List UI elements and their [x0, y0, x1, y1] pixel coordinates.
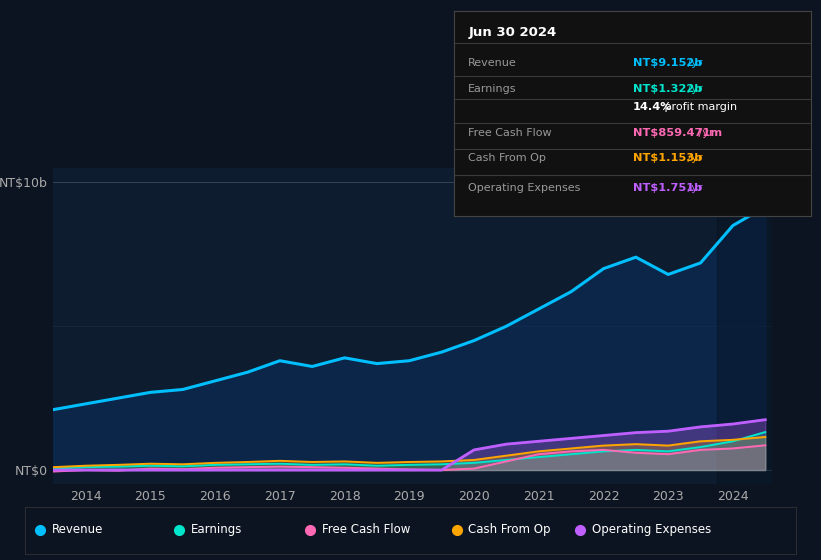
Text: Earnings: Earnings: [468, 84, 516, 94]
Text: 14.4%: 14.4%: [633, 102, 672, 112]
Text: /yr: /yr: [684, 58, 703, 68]
Text: NT$1.751b: NT$1.751b: [633, 183, 702, 193]
Text: Cash From Op: Cash From Op: [468, 153, 546, 164]
Text: NT$1.153b: NT$1.153b: [633, 153, 702, 164]
Text: Operating Expenses: Operating Expenses: [468, 183, 580, 193]
Text: /yr: /yr: [684, 84, 703, 94]
Text: Cash From Op: Cash From Op: [469, 523, 551, 536]
Text: /yr: /yr: [695, 128, 714, 138]
Text: Earnings: Earnings: [190, 523, 242, 536]
Text: NT$9.152b: NT$9.152b: [633, 58, 702, 68]
Text: /yr: /yr: [684, 153, 703, 164]
Text: /yr: /yr: [684, 183, 703, 193]
Bar: [717, 168, 772, 484]
Text: profit margin: profit margin: [661, 102, 737, 112]
Text: Revenue: Revenue: [468, 58, 517, 68]
Text: Revenue: Revenue: [52, 523, 103, 536]
Text: NT$859.471m: NT$859.471m: [633, 128, 722, 138]
Text: Free Cash Flow: Free Cash Flow: [468, 128, 552, 138]
Text: Operating Expenses: Operating Expenses: [592, 523, 711, 536]
Text: Jun 30 2024: Jun 30 2024: [468, 26, 557, 39]
Text: NT$1.322b: NT$1.322b: [633, 84, 702, 94]
Text: Free Cash Flow: Free Cash Flow: [322, 523, 410, 536]
